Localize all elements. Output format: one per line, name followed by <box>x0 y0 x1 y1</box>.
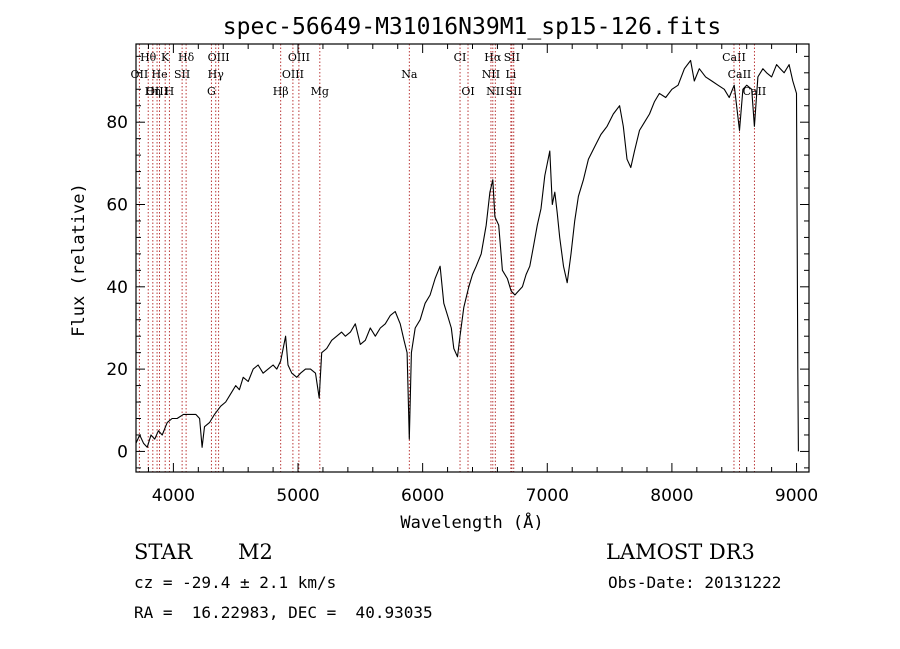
line-marker-label: Hδ <box>178 51 195 64</box>
line-marker-label: Hβ <box>273 85 289 98</box>
y-tick-label: 60 <box>106 196 128 216</box>
y-axis-label: Flux (relative) <box>69 183 89 337</box>
x-tick-label: 4000 <box>152 486 195 506</box>
axis-ticks: 4000 5000 6000 7000 8000 9000 0 20 40 60 80 <box>106 44 818 506</box>
x-tick-label: 5000 <box>276 486 319 506</box>
x-axis-label: Wavelength (Å) <box>400 511 543 533</box>
line-marker-label: Na <box>401 68 418 81</box>
line-marker-label: H <box>165 85 175 98</box>
object-class: STAR <box>134 540 193 564</box>
line-marker-label: CaII <box>743 85 767 98</box>
line-marker-label: Mg <box>311 85 329 98</box>
line-marker-label: OIII <box>146 85 168 98</box>
object-subclass: M2 <box>238 540 273 564</box>
line-marker-label: Hη <box>145 85 161 98</box>
y-tick-label: 20 <box>106 360 128 380</box>
line-marker-label: He <box>152 68 168 81</box>
line-marker-label: SII <box>504 51 520 64</box>
coordinates: RA = 16.22983, DEC = 40.93035 <box>134 603 433 622</box>
x-tick-label: 9000 <box>775 486 818 506</box>
survey-name: LAMOST DR3 <box>606 540 755 564</box>
chart-title: spec-56649-M31016N39M1_sp15-126.fits <box>223 14 722 40</box>
line-marker-label: OII <box>131 68 149 81</box>
line-marker-label: Hα <box>484 51 502 64</box>
line-marker-label: CaII <box>728 68 752 81</box>
x-tick-label: 8000 <box>650 486 693 506</box>
line-marker-label: OIII <box>282 68 304 81</box>
x-tick-label: 6000 <box>401 486 444 506</box>
line-marker-label: SII <box>506 85 522 98</box>
y-tick-label: 80 <box>106 113 128 133</box>
line-marker-label: NII <box>486 85 504 98</box>
y-tick-label: 0 <box>117 442 128 462</box>
line-marker-label: Hθ <box>140 51 157 64</box>
line-marker-label: K <box>161 51 170 64</box>
x-tick-label: 7000 <box>526 486 569 506</box>
line-marker-label: OIII <box>288 51 310 64</box>
spectrum-line <box>135 59 799 452</box>
line-marker-label: OI <box>461 85 474 98</box>
line-marker-label: CI <box>454 51 467 64</box>
line-marker-label: SII <box>174 68 190 81</box>
line-marker-label: OIII <box>208 51 230 64</box>
plot-frame <box>135 43 810 473</box>
y-tick-label: 40 <box>106 278 128 298</box>
line-marker-label: CaII <box>722 51 746 64</box>
line-marker-label: G <box>207 85 216 98</box>
line-marker-label: Li <box>505 68 516 81</box>
line-marker-label: Hγ <box>208 68 225 81</box>
observation-date: Obs-Date: 20131222 <box>608 573 782 592</box>
line-marker-label: NII <box>482 68 500 81</box>
redshift-velocity: cz = -29.4 ± 2.1 km/s <box>134 573 337 592</box>
